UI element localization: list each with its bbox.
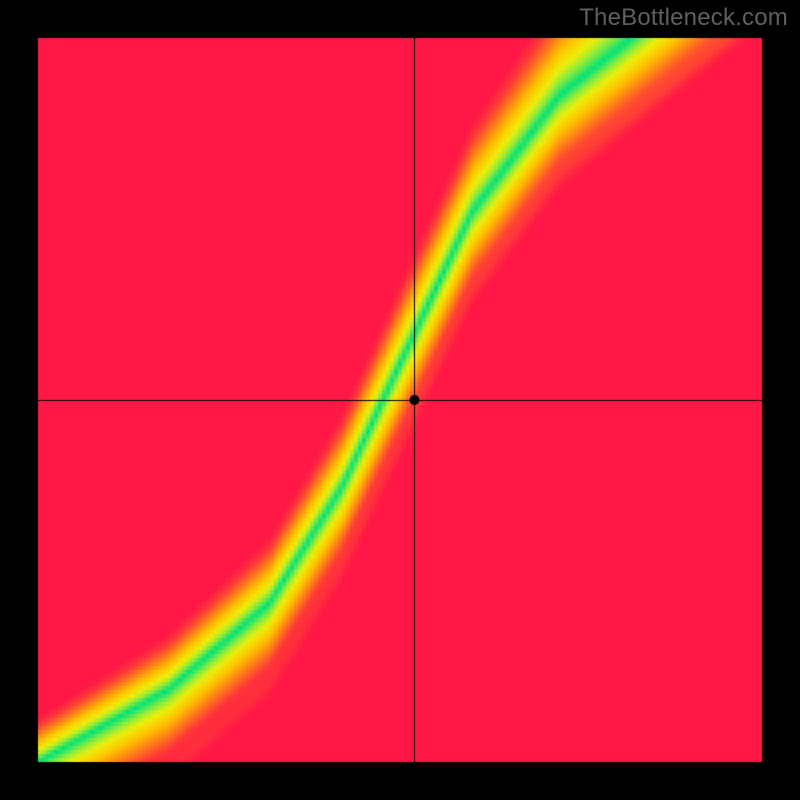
bottleneck-heatmap-canvas <box>0 0 800 800</box>
chart-container: TheBottleneck.com <box>0 0 800 800</box>
